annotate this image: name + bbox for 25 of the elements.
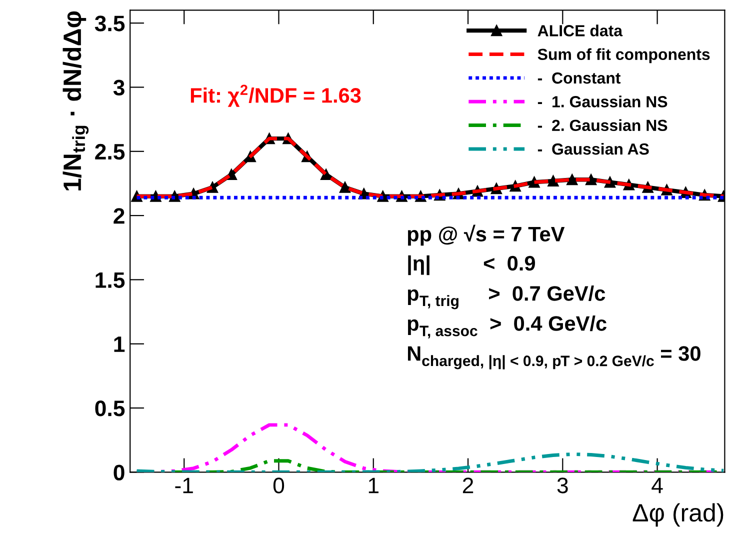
y-tick-label: 1.5 [96, 272, 125, 288]
legend-label: - 2. Gaussian NS [538, 119, 668, 132]
y-tick-label: 2.5 [95, 144, 125, 160]
x-axis-title: Δφ (rad) [632, 503, 724, 527]
x-tick-label: 4 [652, 478, 663, 494]
x-tick-label: 0 [273, 478, 284, 494]
y-tick-label: 3 [113, 80, 124, 96]
annotation: Fit: χ$^{2}$/NDF = 1.63 [190, 84, 361, 107]
legend-label: - Constant [538, 72, 621, 84]
y-tick-label: 1 [114, 336, 125, 352]
y-tick-label: 3.5 [94, 16, 125, 32]
y-tick-label: 0.5 [95, 400, 125, 416]
annotation: pp @ √s = 7 TeV [408, 224, 565, 246]
annotation: |η| < 0.9 [408, 255, 535, 276]
legend-label: - 1. Gaussian NS [538, 96, 668, 108]
legend-label: Sum of fit components [538, 48, 710, 64]
x-tick-label: 3 [557, 478, 568, 494]
x-tick-label: 1 [368, 478, 378, 494]
y-tick-label: 2 [114, 208, 124, 224]
y-axis-title: 1/N$_{trig}$ · dN/dΔφ [62, 11, 89, 190]
x-tick-label: -1 [175, 478, 193, 494]
x-tick-label: 2 [462, 478, 474, 494]
legend-label: - Gaussian AS [538, 142, 649, 155]
legend-label: ALICE data [538, 24, 623, 36]
y-tick-label: 0 [114, 464, 124, 480]
